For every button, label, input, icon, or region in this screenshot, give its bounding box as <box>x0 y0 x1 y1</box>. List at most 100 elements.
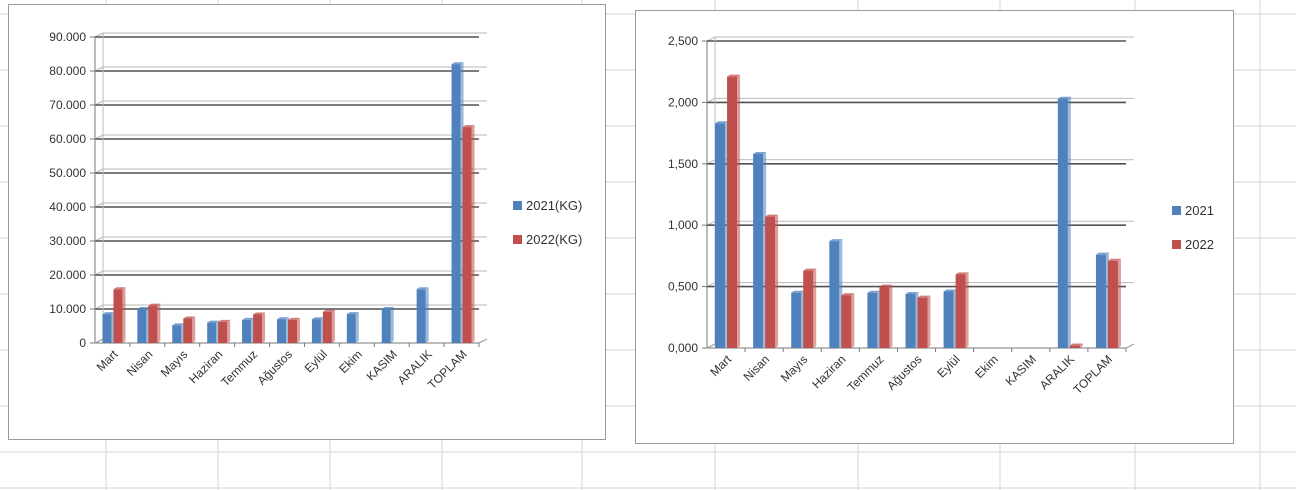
bar-series-2-top <box>727 74 741 77</box>
y-tick-label: 1,500 <box>668 157 698 171</box>
y-tick-label: 60.000 <box>49 132 86 146</box>
y-tick-label: 20.000 <box>49 268 86 282</box>
bar-series-1-top <box>867 290 881 293</box>
bar-series-1 <box>277 319 286 343</box>
bar-series-1-top <box>137 307 150 309</box>
bar-series-2-top <box>803 268 817 271</box>
bar-series-2 <box>917 297 928 348</box>
legend-item-2021: 2021(KG) <box>513 196 582 214</box>
y-tick-label: 1,000 <box>668 218 698 232</box>
bar-series-1 <box>381 309 391 343</box>
bar-series-2-top <box>1069 343 1083 346</box>
bar-series-1 <box>416 289 426 343</box>
legend-label: 2021 <box>1185 202 1214 218</box>
bar-series-1 <box>791 292 802 348</box>
bar-series-2-side <box>262 312 266 343</box>
bar-series-1-top <box>277 317 289 320</box>
bar-series-2-side <box>192 316 196 343</box>
bar-series-2 <box>322 311 332 343</box>
bar-series-2-side <box>965 272 969 348</box>
bar-series-1 <box>943 291 954 348</box>
legend-swatch <box>1172 205 1181 215</box>
y-tick-label: 90.000 <box>49 30 86 44</box>
bar-series-2-top <box>113 287 126 290</box>
bar-series-2 <box>1107 260 1118 348</box>
bar-series-2-top <box>183 316 196 319</box>
bar-series-2 <box>841 295 852 348</box>
legend-swatch <box>1172 239 1181 249</box>
bar-series-2-side <box>813 268 817 348</box>
bar-series-2-top <box>322 309 335 312</box>
x-tick-label: Mayıs <box>778 352 811 385</box>
bar-series-1 <box>753 153 764 348</box>
bar-series-2-top <box>148 303 161 306</box>
bar-series-2-side <box>851 293 855 348</box>
bar-series-1-side <box>355 312 359 343</box>
bar-series-1-top <box>207 320 220 323</box>
bar-series-1 <box>1057 98 1068 348</box>
bar-series-2-top <box>253 312 266 315</box>
bar-series-2-side <box>227 319 231 343</box>
bar-series-2 <box>955 274 966 348</box>
bar-series-2-top <box>462 125 475 128</box>
bar-series-2 <box>288 319 297 343</box>
x-tick-label: Nisan <box>124 347 156 379</box>
bar-series-2 <box>765 216 776 348</box>
y-tick-label: 50.000 <box>49 166 86 180</box>
bar-series-2-side <box>157 303 161 343</box>
y-tick-label: 70.000 <box>49 98 86 112</box>
bar-series-1 <box>172 325 182 343</box>
chart-kg-legend: 2021(KG) 2022(KG) <box>513 196 582 264</box>
y-tick-label: 0 <box>79 336 86 350</box>
bar-series-2 <box>727 76 738 348</box>
chart-kg-plot: 0 10.000 20.000 30.000 40.000 50.000 60.000 70.… <box>49 30 488 392</box>
x-tick-label: KASIM <box>1003 352 1039 388</box>
bar-series-2-side <box>927 295 931 348</box>
bar-series-1-top <box>943 289 957 292</box>
y-tick-label: 2,500 <box>668 34 698 48</box>
floor-edge <box>94 338 104 344</box>
bar-series-1 <box>1095 254 1106 348</box>
y-tick-label: 0,500 <box>668 280 698 294</box>
bar-series-2-side <box>1117 258 1121 348</box>
x-tick-label: Temmuz <box>845 352 887 394</box>
bar-series-1-top <box>715 121 729 124</box>
chart-ratio-legend: 2021 2022 <box>1172 201 1214 269</box>
chart-kg[interactable]: 0 10.000 20.000 30.000 40.000 50.000 60.000 70.… <box>8 4 606 440</box>
bar-series-1 <box>311 319 321 343</box>
legend-item-2021: 2021 <box>1172 201 1214 219</box>
x-tick-label: Ekim <box>972 352 1001 381</box>
legend-label: 2022(KG) <box>526 231 583 247</box>
bar-series-1 <box>867 292 878 348</box>
bar-series-2 <box>148 305 158 343</box>
chart-ratio[interactable]: 0,000 0,500 1,000 1,500 2,000 2,500 Mart Nisan M… <box>635 10 1234 444</box>
bar-series-2-top <box>841 293 855 296</box>
bar-series-2-side <box>122 287 126 343</box>
bar-series-2 <box>183 318 193 343</box>
bar-series-2-top <box>218 319 231 322</box>
legend-item-2022: 2022 <box>1172 235 1214 253</box>
bar-series-2 <box>1069 345 1080 348</box>
bar-series-2 <box>113 289 123 343</box>
x-tick-label: Ağustos <box>255 347 296 388</box>
floor-edge <box>706 343 716 349</box>
bar-series-2-side <box>471 125 475 343</box>
x-tick-label: Temmuz <box>218 347 260 389</box>
bar-series-2-top <box>288 317 300 320</box>
x-tick-label: Mart <box>707 352 734 379</box>
bar-series-1-top <box>1095 252 1109 255</box>
bar-series-1 <box>829 241 840 348</box>
y-tick-label: 10.000 <box>49 302 86 316</box>
bar-series-2 <box>462 127 472 343</box>
bar-series-2 <box>803 270 814 348</box>
bar-series-2 <box>879 286 890 348</box>
bar-series-1-top <box>102 312 115 315</box>
bar-series-1-top <box>1057 96 1071 99</box>
bar-series-1 <box>715 123 726 348</box>
y-tick-label: 0,000 <box>668 341 698 355</box>
bar-series-1 <box>242 319 252 343</box>
x-tick-label: TOPLAM <box>425 347 470 392</box>
bar-series-2-side <box>889 284 893 348</box>
bar-series-1-top <box>242 317 255 320</box>
bar-series-1-top <box>451 62 464 65</box>
